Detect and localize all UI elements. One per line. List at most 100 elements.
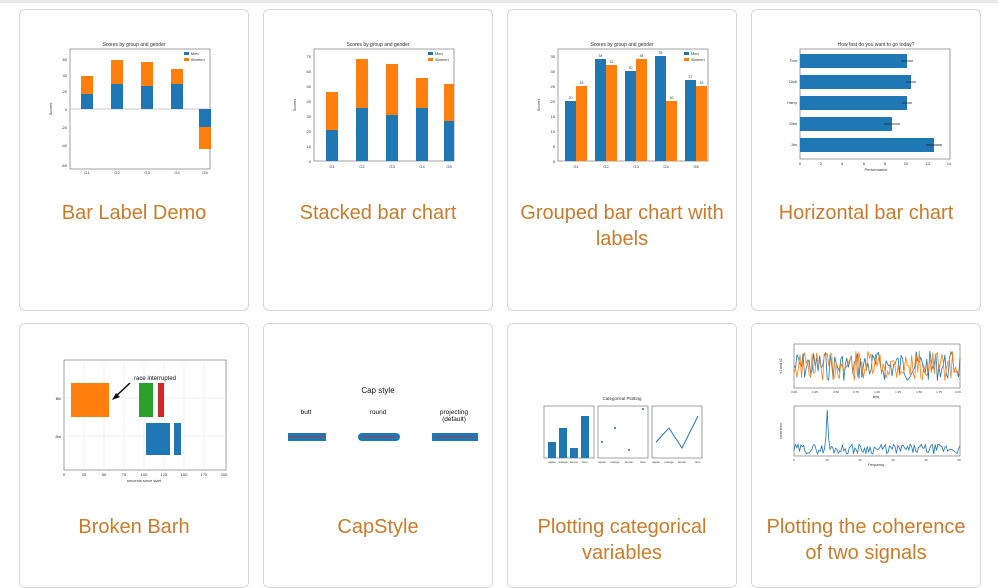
svg-text:G3: G3 (633, 164, 639, 169)
bar-dick (800, 75, 911, 89)
broken-barh-thumbnail: race interrupted Bill Jim 0 25 50 75 100… (55, 359, 228, 483)
point-lime (642, 408, 644, 410)
svg-text:Jim: Jim (55, 434, 62, 439)
svg-text:-20: -20 (61, 125, 68, 130)
svg-text:lemon: lemon (678, 460, 687, 464)
svg-text:Jim: Jim (791, 142, 798, 147)
bar-jim (800, 138, 934, 152)
bar-men-1 (565, 101, 576, 161)
card-title[interactable]: Grouped bar chart with labels (520, 202, 724, 250)
gallery-card-stacked-bar-chart[interactable]: Scores by group and gender Men Women 0 1… (263, 9, 493, 311)
card-title[interactable]: CapStyle (337, 516, 419, 538)
svg-text:125: 125 (161, 472, 168, 477)
card-title[interactable]: Horizontal bar chart (778, 202, 954, 224)
svg-text:30: 30 (307, 114, 312, 119)
gallery-card-plotting-categorical-variables[interactable]: Categorical Plotting apple orange lemon … (507, 323, 737, 588)
card-title[interactable]: Stacked bar chart (299, 202, 457, 224)
x-ticks-bottom: 0 10 20 30 40 50 (793, 458, 961, 462)
gallery-card-bar-label-demo[interactable]: Scores by group and gender Men Women 60 … (19, 9, 249, 311)
gallery-card-horizontal-bar-chart[interactable]: How fast do you want to go today? Tom Di… (751, 9, 981, 311)
legend-women: Women (435, 57, 449, 62)
top-edge (0, 0, 998, 3)
bar-lime (581, 416, 589, 458)
bar-women-g4 (171, 69, 183, 84)
bar-blue-1 (146, 423, 170, 455)
panel-bar (543, 405, 595, 459)
svg-text:20: 20 (858, 458, 862, 462)
bar-women-g2 (356, 59, 368, 108)
bar-apple (548, 442, 556, 458)
x-label-top: time (873, 395, 880, 399)
y-label-bottom: coherence (779, 423, 783, 439)
legend-women: Women (191, 57, 205, 62)
bar-label-men-2: 34 (599, 54, 603, 58)
bar-women-3 (636, 59, 647, 161)
bar-men-g2 (111, 84, 123, 109)
bar-women-5 (696, 86, 707, 161)
bar-men-g1 (81, 94, 93, 109)
coherence-thumbnail: 0.00 0.25 0.50 0.75 1.00 1.25 1.50 1.75 … (779, 343, 961, 467)
svg-text:35: 35 (551, 54, 556, 59)
svg-text:-40: -40 (61, 143, 68, 148)
svg-text:30: 30 (891, 458, 895, 462)
legend-swatch-women (684, 58, 689, 61)
bar-label-demo-thumbnail: Scores by group and gender Men Women 60 … (48, 42, 211, 174)
gallery-card-broken-barh[interactable]: race interrupted Bill Jim 0 25 50 75 100… (19, 323, 249, 588)
svg-text:4: 4 (841, 161, 844, 166)
bar-harry (800, 96, 907, 110)
svg-text:10: 10 (551, 129, 556, 134)
bar-men-g4 (416, 108, 428, 161)
svg-text:0: 0 (63, 472, 66, 477)
svg-text:0: 0 (553, 159, 556, 164)
x-ticks: apple orange lemon lime apple orange lem… (548, 460, 701, 464)
x-ticks: G1 G2 G3 G4 G5 (84, 170, 208, 174)
svg-text:150: 150 (181, 472, 188, 477)
bar-women-1 (576, 86, 587, 161)
x-ticks-top-labels: 0.00 0.25 0.50 0.75 1.00 1.25 1.50 1.75 … (791, 390, 961, 394)
bar-label-men-3: 30 (629, 66, 633, 70)
bar-men-g4 (171, 84, 183, 109)
legend-swatch-women (428, 58, 433, 61)
svg-text:0: 0 (793, 458, 795, 462)
svg-text:orange: orange (610, 460, 620, 464)
thumb-title: Scores by group and gender (346, 42, 409, 48)
legend-men: Men (691, 51, 699, 56)
bar-men-2 (595, 59, 606, 161)
svg-text:lemon: lemon (570, 460, 579, 464)
svg-text:8: 8 (884, 161, 887, 166)
bar-label-women-1: 25 (580, 81, 584, 85)
svg-text:20: 20 (307, 129, 312, 134)
svg-text:14: 14 (947, 161, 952, 166)
point-apple (601, 441, 603, 443)
svg-text:2.00: 2.00 (955, 390, 961, 394)
gallery-card-capstyle[interactable]: Cap style butt round projecting (default… (263, 323, 493, 588)
y-label-top: s1 and s2 (779, 358, 783, 373)
bar-women-2 (606, 65, 617, 161)
bar-red (158, 383, 164, 417)
y-label: Scores (536, 99, 541, 111)
svg-text:25: 25 (82, 472, 87, 477)
svg-text:Slim: Slim (789, 121, 797, 126)
gallery-card-plotting-coherence[interactable]: 0.00 0.25 0.50 0.75 1.00 1.25 1.50 1.75 … (751, 323, 981, 588)
thumb-title: Cap style (361, 386, 395, 395)
bar-women-g4 (416, 78, 428, 108)
svg-text:G4: G4 (419, 164, 425, 169)
thumb-title: Scores by group and gender (590, 42, 653, 48)
capstyle-thumbnail: Cap style butt round projecting (default… (288, 386, 478, 441)
svg-text:5: 5 (553, 144, 556, 149)
panel-line (651, 405, 703, 459)
svg-text:50: 50 (957, 458, 961, 462)
svg-text:0.25: 0.25 (812, 390, 818, 394)
categorical-thumbnail: Categorical Plotting apple orange lemon … (543, 396, 703, 464)
annotation-text: race interrupted (134, 376, 176, 382)
card-title[interactable]: Plotting categorical variables (537, 516, 707, 564)
card-title[interactable]: Broken Barh (78, 516, 190, 538)
card-title[interactable]: Bar Label Demo (61, 202, 207, 224)
signal-s1 (793, 350, 961, 381)
horizontal-bar-thumbnail: How fast do you want to go today? Tom Di… (787, 42, 952, 172)
y-ticks: 0 5 10 15 20 25 30 35 (551, 54, 556, 164)
svg-text:Dick: Dick (789, 79, 797, 84)
legend-men: Men (435, 51, 443, 56)
card-title[interactable]: Plotting the coherence of two signals (766, 516, 966, 564)
gallery-card-grouped-bar-chart[interactable]: Scores by group and gender 20 25 34 32 30 34 3… (507, 9, 737, 311)
